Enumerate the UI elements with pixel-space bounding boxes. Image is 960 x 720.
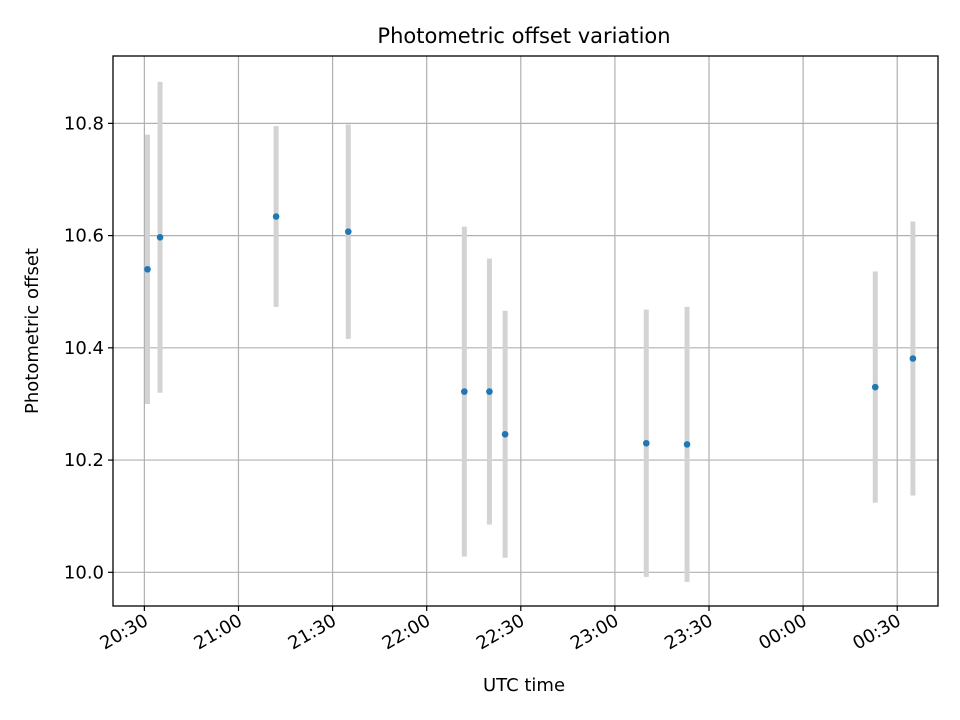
data-points: [144, 213, 917, 448]
data-point: [642, 439, 650, 447]
y-tick-label: 10.6: [64, 226, 104, 247]
error-bars: [145, 81, 916, 582]
x-tick-label: 21:00: [191, 610, 246, 654]
x-axis-ticks: 20:30 21:00 21:30 22:00 22:30 23:00 23:30 00:00…: [96, 606, 905, 654]
x-tick-label: 22:30: [473, 610, 528, 654]
data-point: [486, 388, 493, 395]
x-tick-label: 23:30: [661, 610, 716, 654]
y-tick-label: 10.4: [64, 338, 104, 359]
data-point: [461, 388, 468, 395]
x-tick-label: 21:30: [285, 610, 340, 654]
data-point: [344, 228, 352, 235]
y-axis-label: Photometric offset: [22, 248, 43, 414]
x-tick-label: 00:00: [755, 610, 810, 654]
plot-frame: [112, 55, 939, 607]
y-axis-ticks: 10.0 10.2 10.4 10.6 10.8: [64, 113, 113, 583]
x-tick-label: 00:30: [849, 610, 904, 654]
y-tick-label: 10.8: [64, 113, 104, 134]
x-tick-label: 20:30: [96, 610, 151, 654]
data-point: [683, 441, 691, 448]
data-point: [144, 265, 151, 273]
data-point: [501, 430, 509, 438]
data-point: [272, 213, 280, 220]
x-axis-label: UTC time: [483, 675, 565, 696]
y-tick-label: 10.2: [64, 450, 104, 471]
data-point: [909, 355, 917, 362]
x-tick-label: 23:00: [567, 610, 622, 654]
data-point: [156, 233, 164, 241]
chart-title: Photometric offset variation: [377, 24, 670, 48]
gridlines: [113, 56, 938, 606]
x-tick-label: 22:00: [379, 610, 434, 654]
y-tick-label: 10.0: [64, 562, 104, 583]
data-point: [871, 383, 879, 391]
